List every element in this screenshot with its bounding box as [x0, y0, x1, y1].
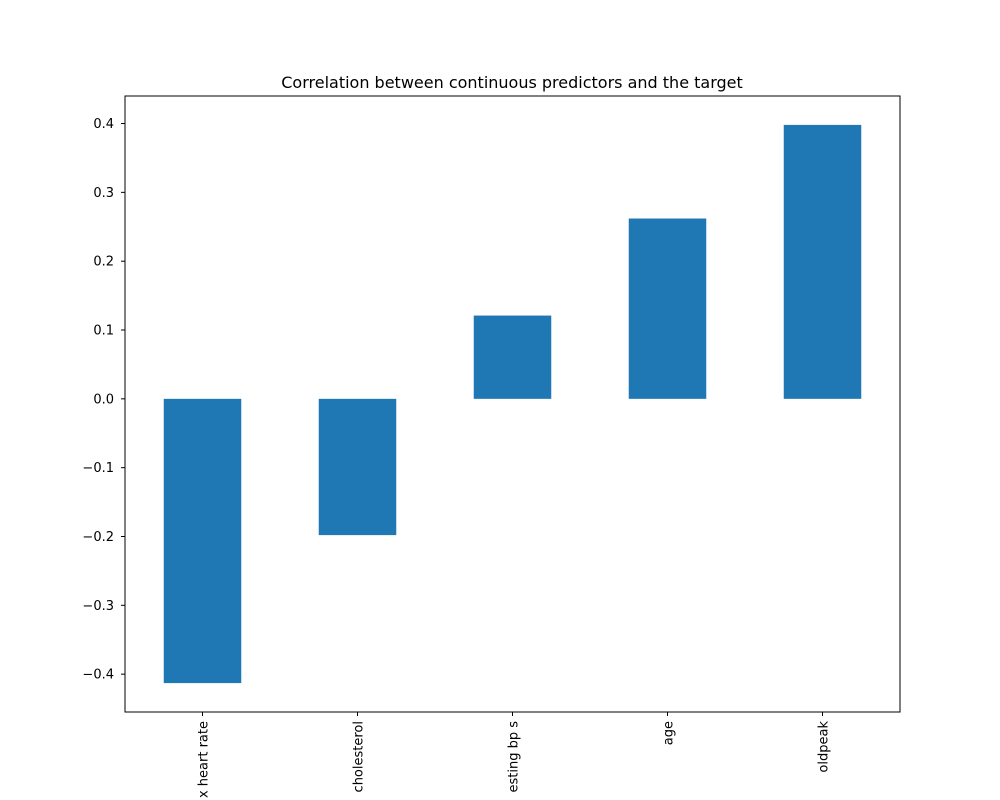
- x-axis: x heart rate cholesterol esting bp s age old…: [197, 712, 832, 798]
- x-tick-label: x heart rate: [197, 721, 212, 798]
- x-tick-label: cholesterol: [352, 721, 367, 792]
- y-tick-label: 0.3: [93, 186, 114, 201]
- bar-age: [628, 218, 707, 399]
- x-tick-label: age: [662, 721, 677, 745]
- y-tick-label: 0.0: [93, 392, 114, 407]
- bar-resting-bp-s: [473, 315, 552, 399]
- bar-max-heart-rate: [163, 398, 242, 684]
- y-tick-label: −0.1: [82, 461, 114, 476]
- chart-title: Correlation between continuous predictor…: [281, 73, 743, 92]
- y-tick-label: 0.4: [93, 117, 114, 132]
- y-axis: −0.4 −0.3 −0.2 −0.1 0.0 0.1 0.2 0.3 0.4: [82, 117, 125, 683]
- x-tick-label: oldpeak: [817, 721, 832, 773]
- y-tick-label: −0.4: [82, 668, 114, 683]
- bar-cholesterol: [318, 398, 397, 536]
- x-tick-label: esting bp s: [507, 721, 522, 793]
- y-tick-label: −0.2: [82, 530, 114, 545]
- y-tick-label: −0.3: [82, 599, 114, 614]
- bars-layer: [163, 124, 862, 684]
- y-tick-label: 0.1: [93, 324, 114, 339]
- y-tick-label: 0.2: [93, 255, 114, 270]
- bar-oldpeak: [783, 124, 862, 399]
